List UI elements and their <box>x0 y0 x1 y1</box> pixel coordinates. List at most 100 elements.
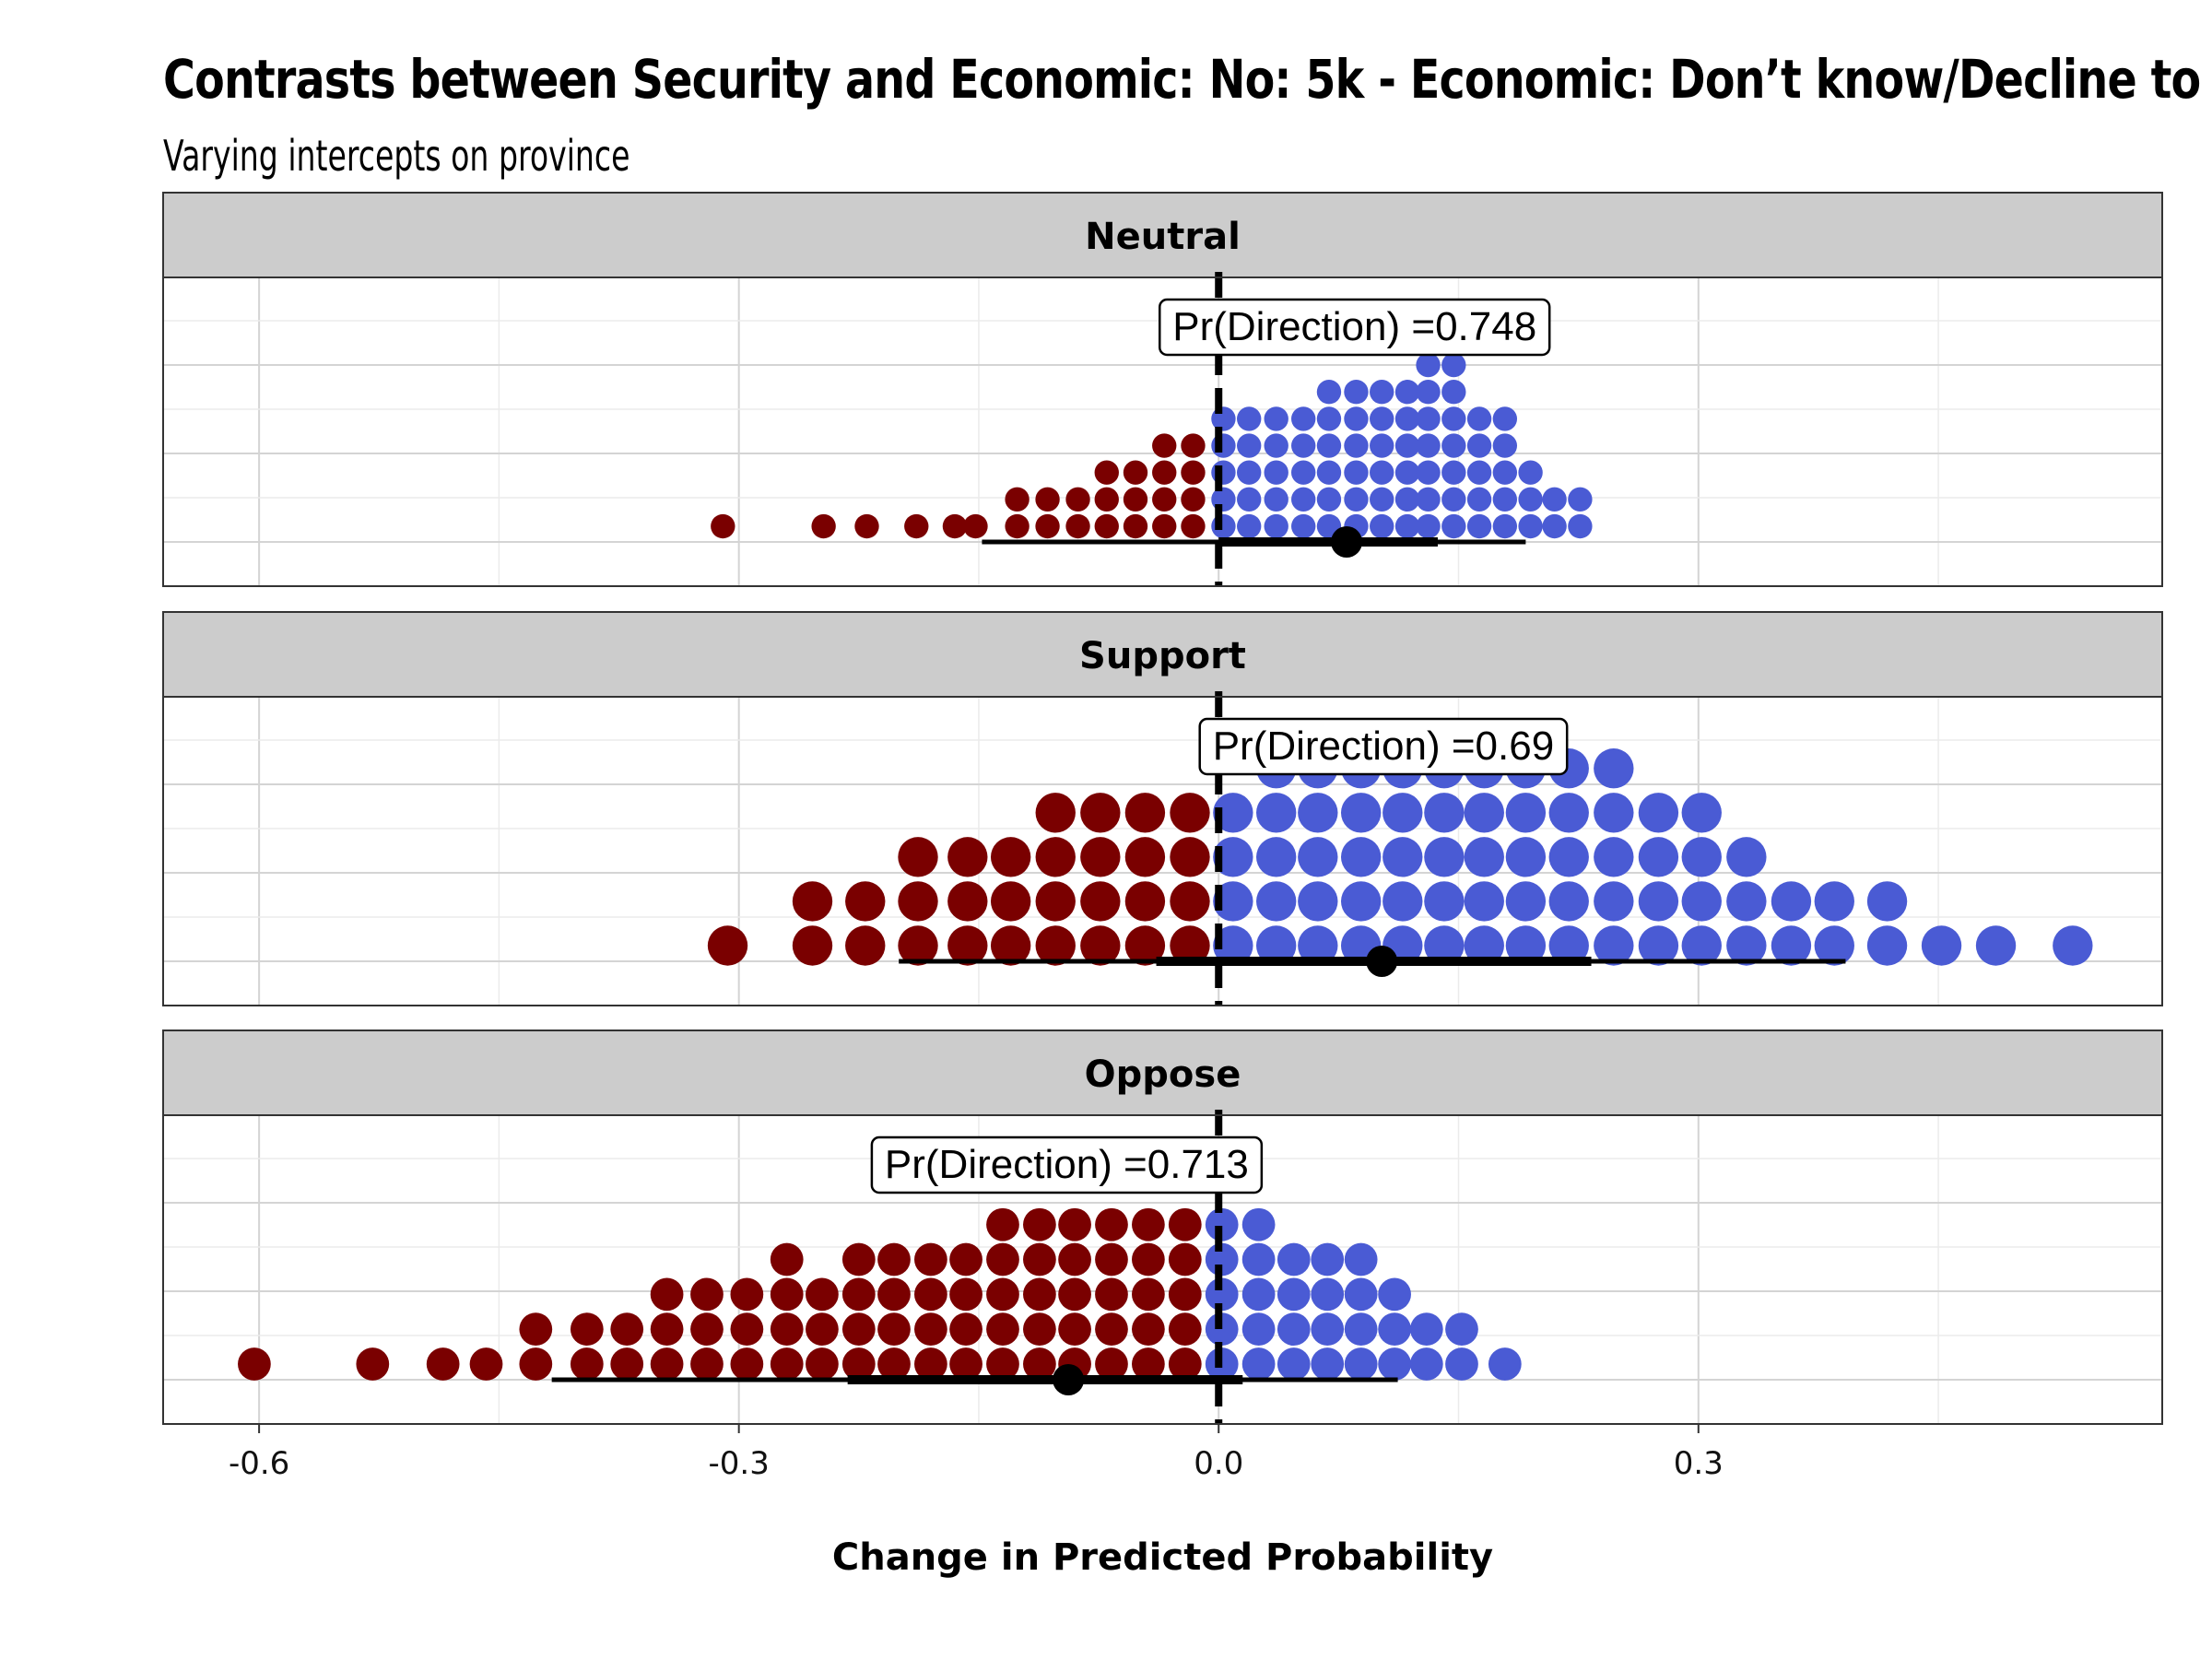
dot-point <box>986 1277 1019 1312</box>
dot-point <box>806 1312 839 1347</box>
dot-point <box>1416 406 1441 431</box>
dot-point <box>650 1347 684 1381</box>
dot-point <box>877 1242 911 1277</box>
dot-stacks <box>707 748 2093 966</box>
dot-point <box>1340 837 1382 877</box>
dot-point <box>1416 487 1441 512</box>
dot-point <box>1518 513 1543 539</box>
chart-subtitle: Varying intercepts on province <box>163 131 630 181</box>
dot-point <box>806 1347 839 1381</box>
dot-point <box>1548 793 1589 833</box>
dot-point <box>990 925 1031 966</box>
dot-point <box>1424 793 1465 833</box>
dot-point <box>711 513 735 539</box>
dot-point <box>1311 1347 1345 1381</box>
dot-point <box>1241 1277 1276 1312</box>
dot-point <box>1205 1242 1239 1277</box>
dot-point <box>1080 793 1121 833</box>
x-axis: -0.6 -0.3 0.0 0.3 <box>229 1424 1724 1482</box>
dot-point <box>1311 1277 1345 1312</box>
dot-point <box>1264 406 1288 431</box>
dot-point <box>1152 513 1177 539</box>
dot-point <box>1277 1242 1311 1277</box>
dot-point <box>949 1312 982 1347</box>
facet-panel-neutral: Neutral Pr(Direction) =0.748 <box>162 192 2163 587</box>
dot-point <box>1256 881 1297 922</box>
dot-point <box>770 1277 804 1312</box>
dot-point <box>1638 837 1679 877</box>
dot-point <box>1237 433 1262 458</box>
dot-point <box>1065 513 1090 539</box>
dot-point <box>1211 406 1236 431</box>
dot-point <box>1168 1207 1202 1241</box>
dot-point <box>1152 460 1177 485</box>
x-tick-label: -0.3 <box>709 1445 770 1482</box>
dot-point <box>1409 1312 1443 1347</box>
dot-point <box>914 1312 947 1347</box>
dot-point <box>1316 406 1342 431</box>
dot-point <box>1181 433 1206 458</box>
dot-point <box>1344 1312 1378 1347</box>
dot-point <box>1492 513 1518 539</box>
dot-point <box>1256 925 1297 966</box>
dot-point <box>841 1242 876 1277</box>
dot-point <box>1378 1347 1411 1381</box>
dot-point <box>1264 487 1288 512</box>
dot-point <box>914 1242 947 1277</box>
dot-point <box>1211 513 1236 539</box>
dot-point <box>1311 1242 1345 1277</box>
dot-point <box>1132 1312 1165 1347</box>
dot-point <box>1445 1347 1478 1381</box>
dot-point <box>1548 881 1589 922</box>
dot-point <box>1095 1347 1128 1381</box>
dot-point <box>1058 1277 1091 1312</box>
dot-point <box>947 925 988 966</box>
dot-point <box>690 1312 724 1347</box>
dot-point <box>1168 1277 1202 1312</box>
dot-point <box>1023 1347 1056 1381</box>
dot-point <box>963 513 988 539</box>
dot-point <box>1866 881 1908 922</box>
dot-point <box>1316 460 1342 485</box>
dot-point <box>1291 433 1316 458</box>
dot-point <box>1316 487 1342 512</box>
dot-point <box>947 837 988 877</box>
dot-point <box>1505 925 1547 966</box>
facet-strip-label: Oppose <box>1085 1053 1241 1096</box>
dot-point <box>811 513 836 539</box>
dot-point <box>877 1312 911 1347</box>
dot-point <box>1298 881 1338 922</box>
dot-point <box>841 1277 876 1312</box>
dot-point <box>1382 881 1423 922</box>
dot-point <box>690 1277 724 1312</box>
dot-point <box>1681 925 1722 966</box>
dot-point <box>1409 1347 1443 1381</box>
dot-point <box>1441 487 1466 512</box>
dot-point <box>1638 881 1679 922</box>
dot-point <box>854 513 879 539</box>
dot-point <box>1416 513 1441 539</box>
dot-point <box>1035 487 1060 512</box>
dot-point <box>1344 1277 1378 1312</box>
panel-border <box>162 696 2163 1006</box>
pr-direction-label: Pr(Direction) =0.69 <box>1213 724 1554 769</box>
dot-point <box>2053 925 2093 966</box>
dot-point <box>1213 793 1253 833</box>
dot-point <box>1542 513 1567 539</box>
dot-point <box>1416 460 1441 485</box>
dot-point <box>1170 925 1210 966</box>
dot-point <box>1344 487 1369 512</box>
dot-point <box>1594 925 1634 966</box>
dot-point <box>1035 513 1060 539</box>
dot-point <box>806 1277 839 1312</box>
dot-point <box>1370 433 1394 458</box>
dot-point <box>1518 460 1543 485</box>
dot-point <box>792 881 833 922</box>
dot-point <box>1518 487 1543 512</box>
dot-point <box>1298 793 1338 833</box>
dot-point <box>1152 433 1177 458</box>
dot-point <box>1213 881 1253 922</box>
dot-point <box>1548 925 1589 966</box>
facet-strip <box>162 1030 2163 1116</box>
